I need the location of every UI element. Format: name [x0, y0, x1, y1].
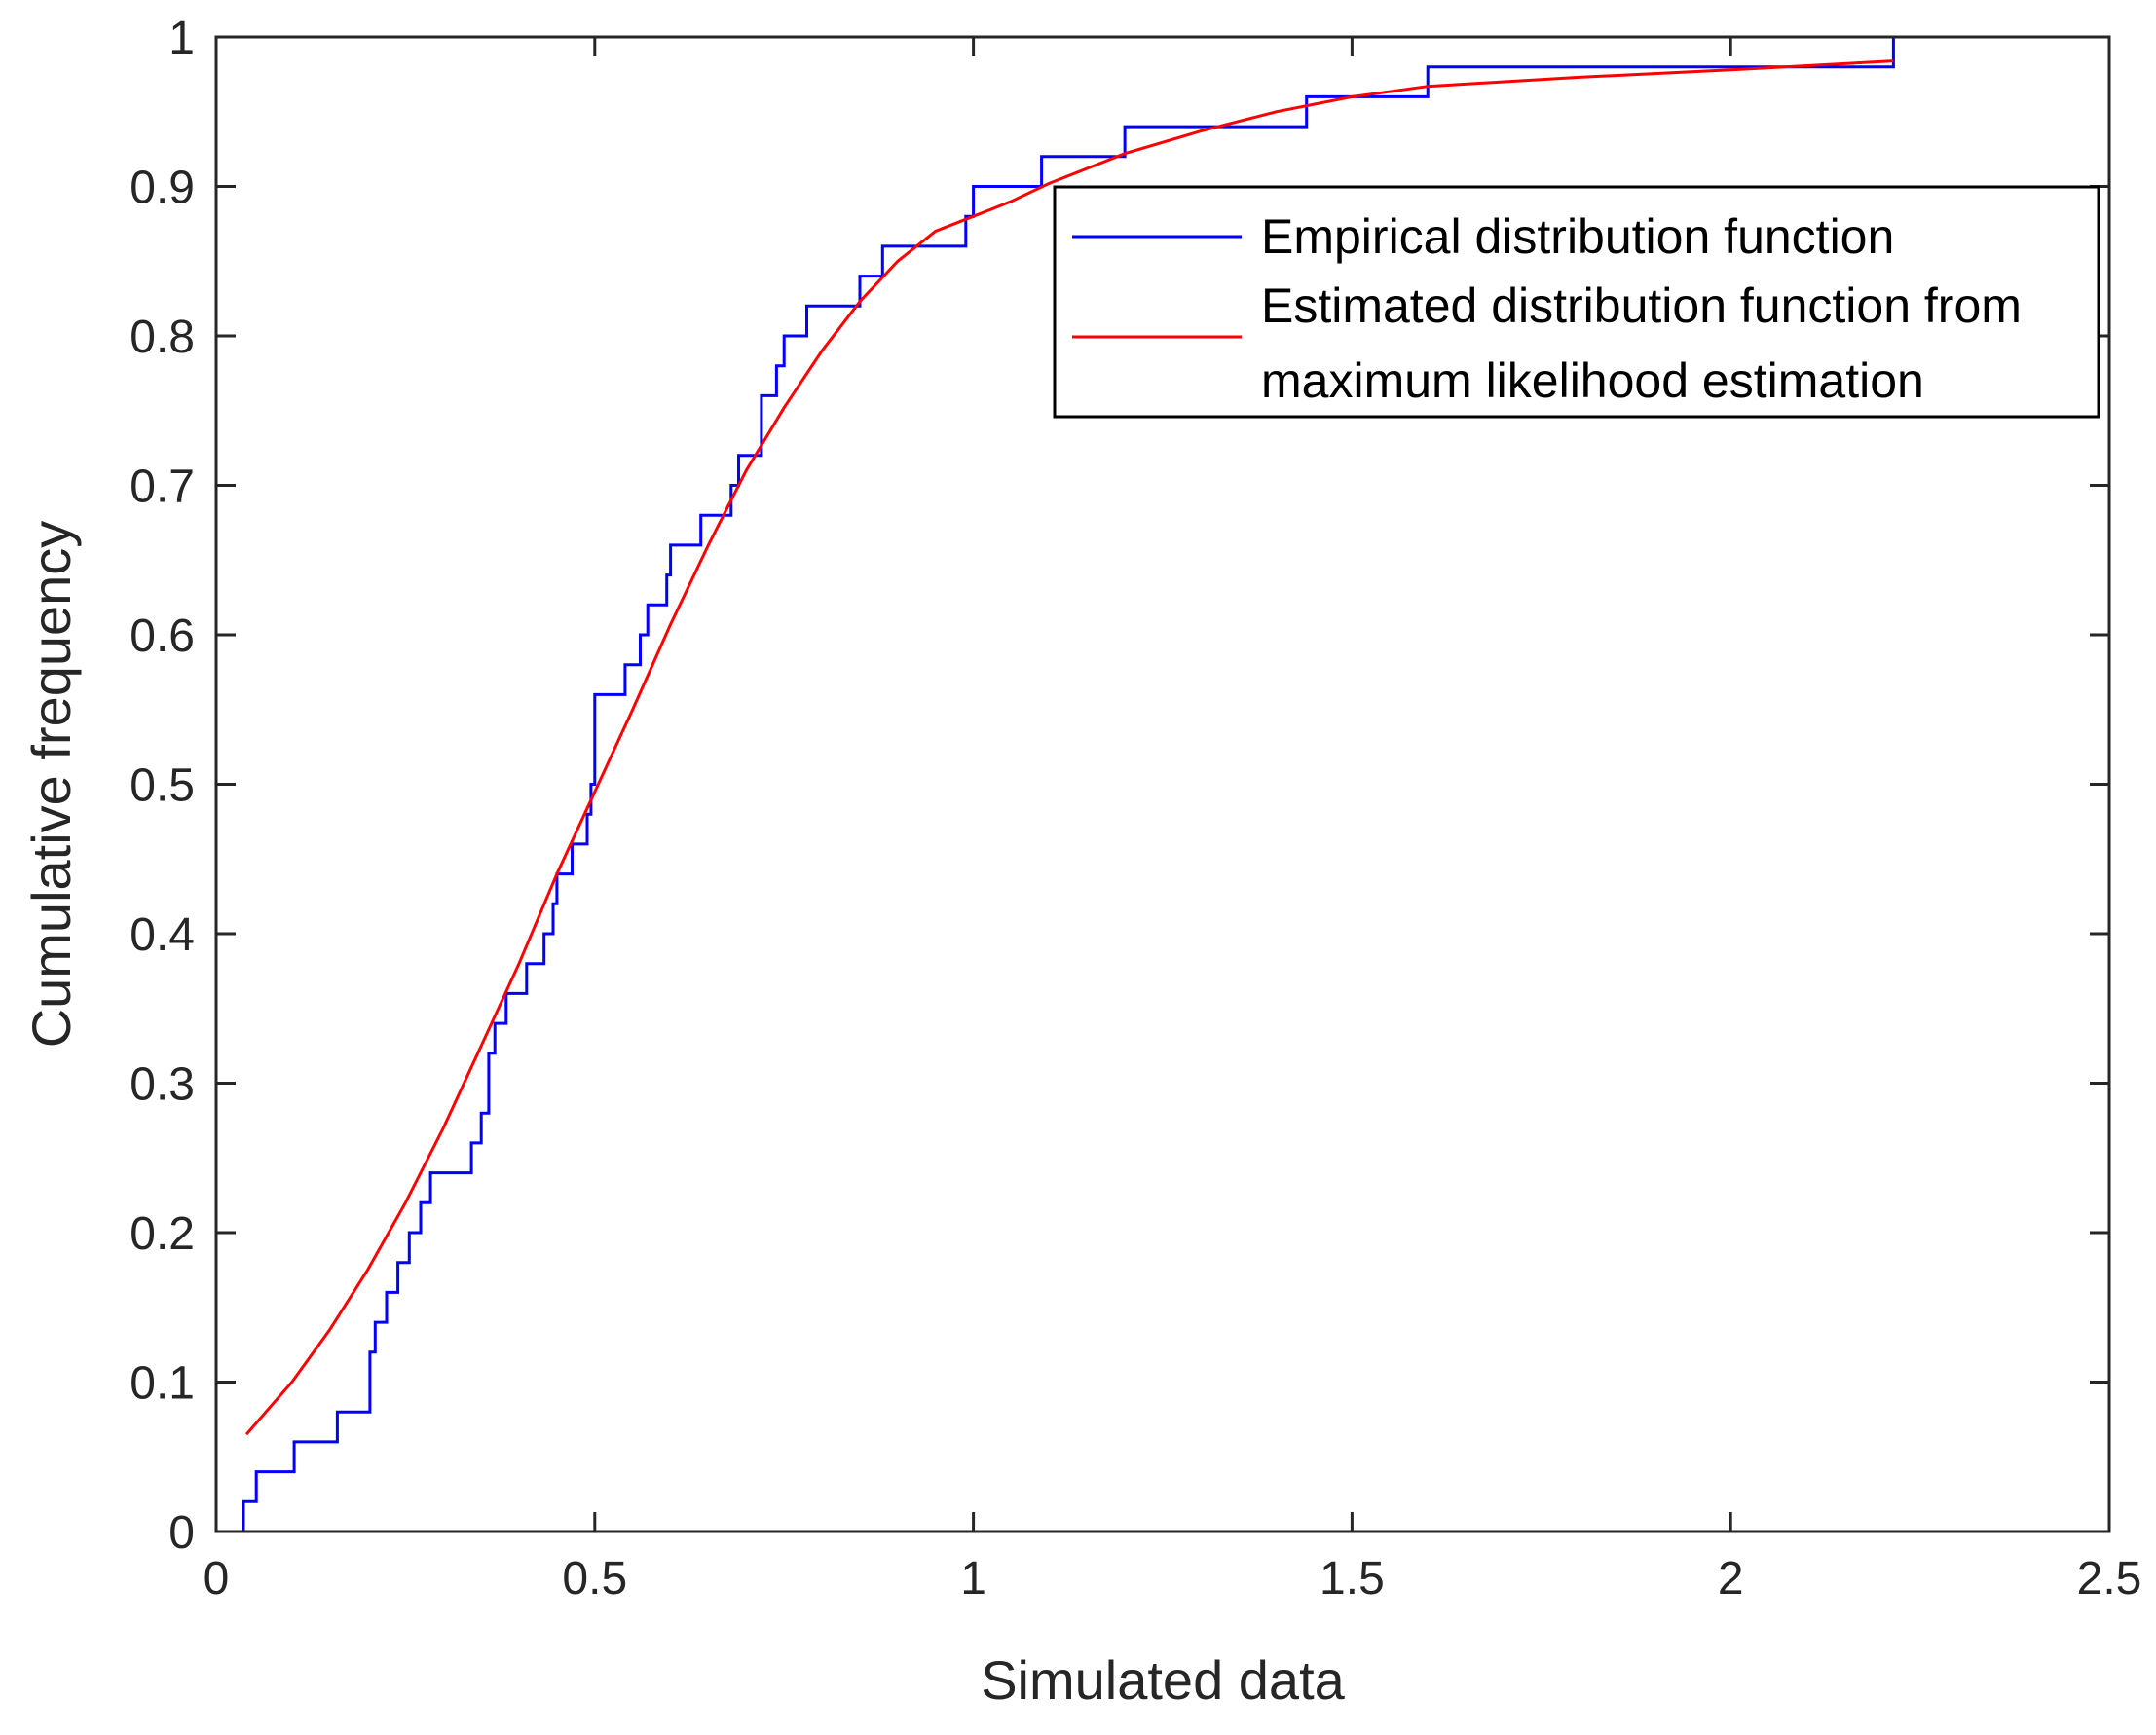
legend-label-fitted: Estimated distribution function from [1261, 278, 2022, 333]
y-tick-label: 0.2 [130, 1208, 195, 1260]
y-tick-label: 0.3 [130, 1059, 195, 1111]
legend-box [1053, 185, 2100, 419]
legend: Empirical distribution function Estimated… [1053, 185, 2100, 419]
series-line-fitted [244, 59, 1894, 1436]
x-tick-label: 2 [1718, 1553, 1744, 1605]
x-tick-label: 0 [204, 1553, 230, 1605]
y-tick-label: 0.6 [130, 610, 195, 662]
plot-axes-group: 0 0.5 1 1.5 2 2.5 0 0.1 0.2 0.3 0.4 0.5 0.6 0.7 0.8 0.9… [130, 13, 2141, 1605]
x-axis-label: Simulated data [981, 1649, 1345, 1711]
y-axis-label: Cumulative frequency [20, 521, 82, 1049]
y-tick-label: 0.7 [130, 461, 195, 513]
legend-label-empirical: Empirical distribution function [1261, 209, 1894, 264]
y-tick-label: 0 [168, 1507, 195, 1559]
plot-series-group [242, 37, 1895, 1532]
y-tick-label: 0.8 [130, 312, 195, 363]
x-tick-label: 1 [960, 1553, 986, 1605]
y-tick-label: 0.4 [130, 909, 195, 961]
y-tick-label: 1 [168, 13, 195, 64]
x-tick-label: 1.5 [1320, 1553, 1385, 1605]
y-tick-label: 0.5 [130, 760, 195, 812]
y-tick-label: 0.1 [130, 1358, 195, 1410]
y-tick-label: 0.9 [130, 163, 195, 214]
x-tick-label: 0.5 [562, 1553, 627, 1605]
legend-label-fitted: maximum likelihood estimation [1261, 353, 1924, 408]
x-tick-label: 2.5 [2077, 1553, 2142, 1605]
